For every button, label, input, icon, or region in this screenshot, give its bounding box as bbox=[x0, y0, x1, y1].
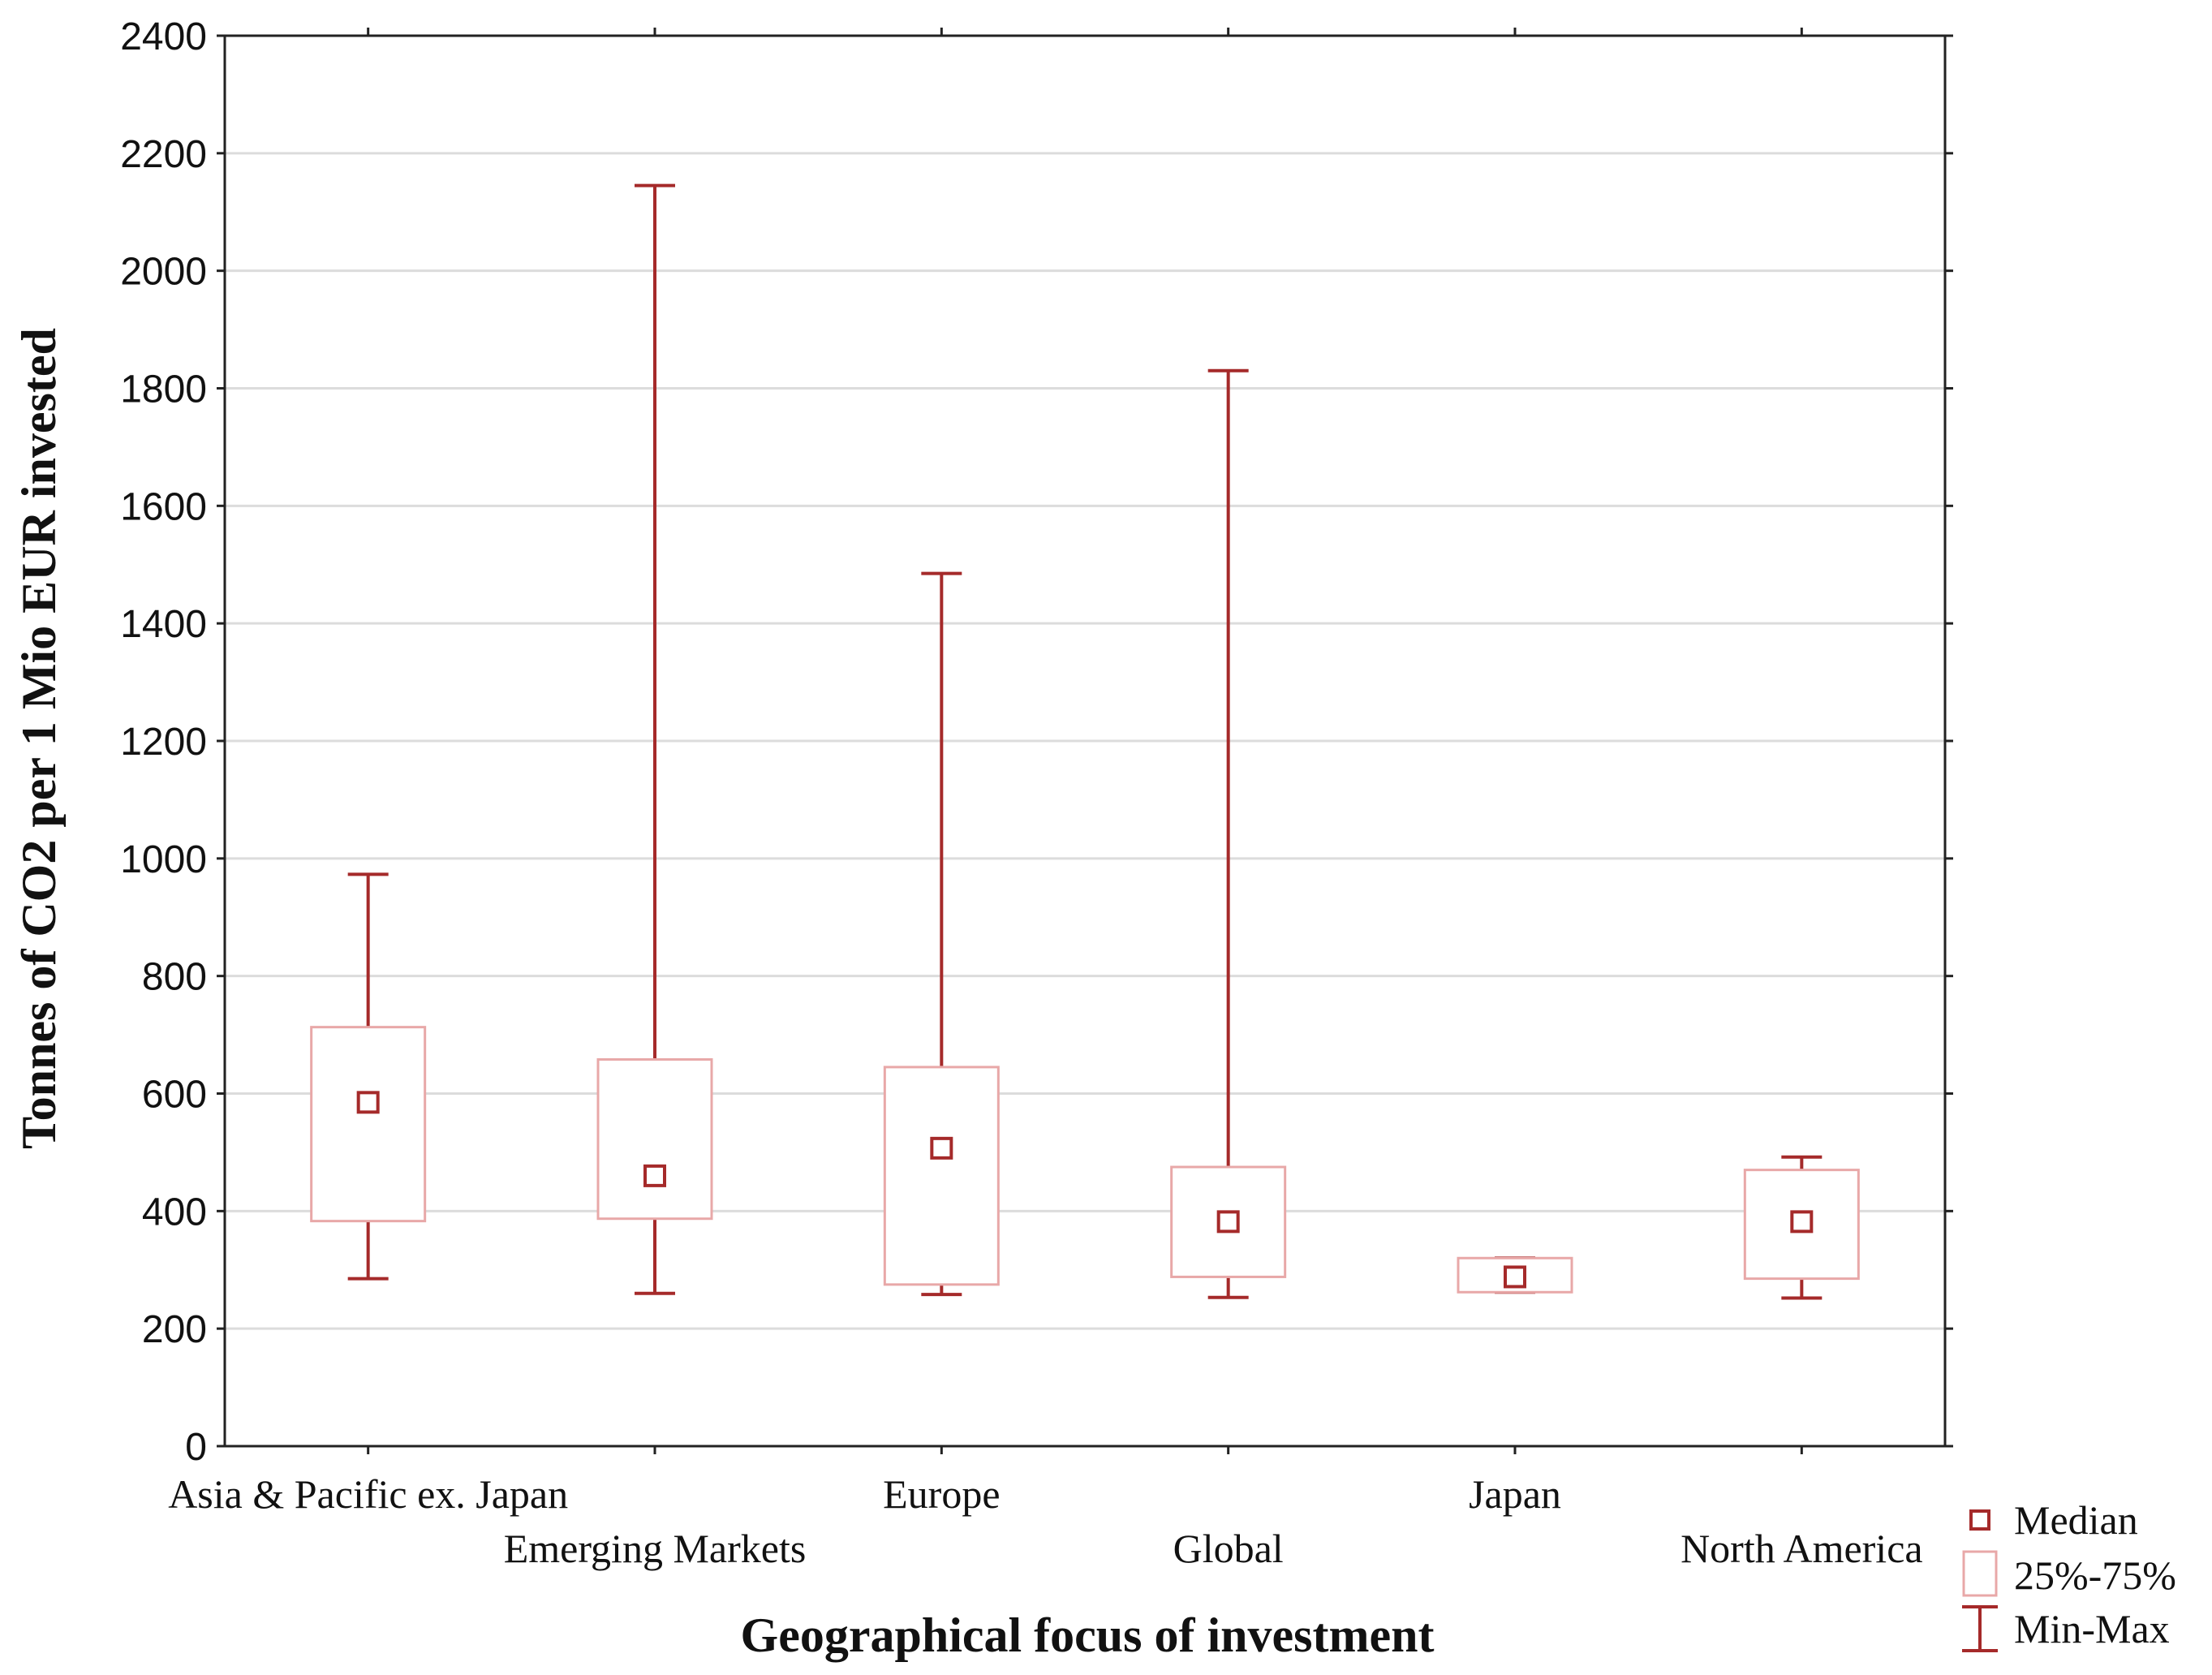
y-tick-label: 600 bbox=[142, 1074, 207, 1117]
x-tick-label: Emerging Markets bbox=[504, 1526, 807, 1571]
legend-iqr-swatch bbox=[1962, 1550, 1998, 1597]
y-tick-label: 2000 bbox=[120, 251, 207, 294]
box-group bbox=[1743, 1155, 1860, 1300]
median-marker bbox=[643, 1164, 666, 1187]
box-group bbox=[1170, 368, 1287, 1299]
median-marker bbox=[930, 1136, 953, 1160]
median-marker bbox=[1504, 1265, 1526, 1289]
y-tick-label: 1400 bbox=[120, 603, 207, 646]
x-tick-label: Global bbox=[1173, 1526, 1284, 1571]
box-group bbox=[883, 571, 1000, 1297]
y-tick-label: 2200 bbox=[120, 133, 207, 176]
legend-median-label: Median bbox=[2014, 1497, 2138, 1543]
y-tick-label: 0 bbox=[185, 1426, 207, 1469]
iqr-box bbox=[310, 1026, 427, 1223]
legend-minmax-label: Min-Max bbox=[2014, 1606, 2170, 1651]
y-tick-label: 1600 bbox=[120, 485, 207, 528]
median-marker bbox=[1216, 1210, 1240, 1234]
x-axis-ticks: Asia & Pacific ex. Japan Emerging Markets… bbox=[168, 28, 1923, 1571]
y-axis-title: Tonnes of CO2 per 1 Mio EUR invested bbox=[12, 328, 66, 1149]
y-tick-label: 400 bbox=[142, 1191, 207, 1234]
iqr-box bbox=[596, 1057, 713, 1221]
y-tick-label: 1000 bbox=[120, 838, 207, 881]
legend-iqr-label: 25%-75% bbox=[2014, 1552, 2176, 1598]
x-tick-label: Europe bbox=[883, 1471, 1000, 1517]
median-marker bbox=[1790, 1210, 1814, 1234]
y-tick-label: 1800 bbox=[120, 368, 207, 411]
x-tick-label: Japan bbox=[1469, 1471, 1561, 1517]
legend-median-swatch bbox=[1969, 1509, 1990, 1531]
y-axis-ticks: 0 200 400 600 800 1000 1200 1400 1600 1800 2000 220… bbox=[120, 15, 1953, 1469]
median-marker bbox=[356, 1091, 380, 1114]
box-group bbox=[310, 872, 427, 1281]
y-tick-label: 800 bbox=[142, 956, 207, 999]
y-tick-label: 200 bbox=[142, 1308, 207, 1351]
y-tick-label: 2400 bbox=[120, 15, 207, 58]
gridlines bbox=[225, 152, 1945, 1330]
y-tick-label: 1200 bbox=[120, 721, 207, 764]
box-group bbox=[1457, 1256, 1573, 1294]
x-tick-label: North America bbox=[1681, 1526, 1923, 1571]
x-tick-label: Asia & Pacific ex. Japan bbox=[168, 1471, 568, 1517]
legend: Median 25%-75% Min-Max bbox=[1962, 1497, 2176, 1652]
iqr-box bbox=[883, 1066, 1000, 1286]
box-group bbox=[596, 183, 713, 1295]
box-series bbox=[310, 183, 1860, 1300]
x-axis-title: Geographical focus of investment bbox=[741, 1608, 1435, 1662]
